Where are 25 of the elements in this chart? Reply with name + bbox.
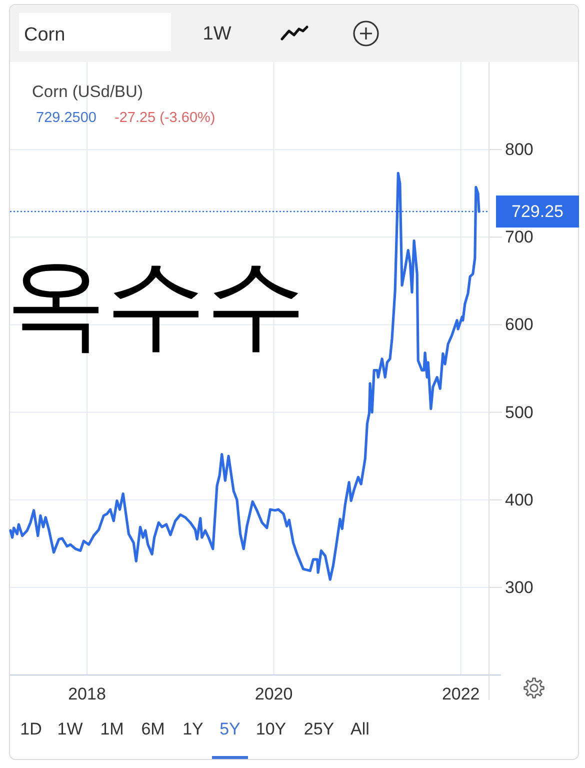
ref-line-label: 729.25	[512, 202, 564, 222]
x-tick-label: 2022	[442, 684, 480, 704]
text: Corn (USd/BU)	[32, 83, 143, 101]
text: 1D	[20, 720, 42, 738]
text: 25Y	[304, 720, 334, 738]
y-tick-label: 500	[505, 402, 534, 422]
text: 6M	[141, 720, 165, 738]
text: 5Y	[220, 720, 240, 738]
x-tick-label: 2020	[254, 684, 293, 704]
text: 1M	[100, 720, 124, 738]
text: All	[350, 720, 370, 738]
annotation: 729.2500	[36, 110, 96, 126]
text: 1Y	[182, 720, 204, 738]
y-tick-label: 400	[505, 490, 534, 510]
x-tick-label: 2018	[68, 684, 106, 704]
annotation: -27.25 (-3.60%)	[114, 110, 216, 126]
y-tick-label: 700	[505, 228, 534, 247]
text: 1W	[202, 24, 232, 44]
y-tick-label: 600	[505, 315, 534, 334]
text: 1W	[57, 720, 83, 738]
text: Corn	[24, 24, 66, 46]
y-tick-label: 300	[505, 578, 534, 597]
text: 10Y	[256, 720, 286, 738]
y-tick-label: 800	[505, 140, 534, 160]
annotation: 옥수수	[6, 248, 306, 360]
